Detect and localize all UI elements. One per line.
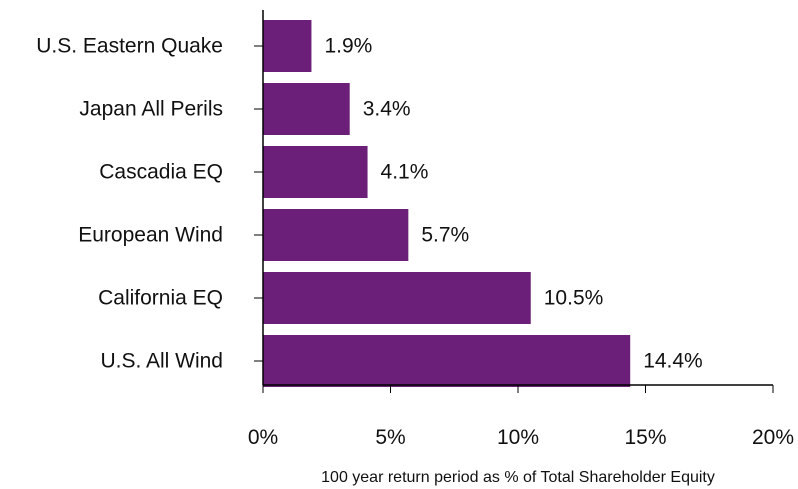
value-label: 14.4% xyxy=(643,350,703,373)
bar xyxy=(263,272,531,324)
bar xyxy=(263,83,350,135)
bar xyxy=(263,20,312,72)
y-tick-marks-group xyxy=(254,45,263,362)
value-label: 10.5% xyxy=(544,287,604,310)
category-label: California EQ xyxy=(98,287,223,310)
x-tick-label: 10% xyxy=(497,426,539,449)
bar xyxy=(263,146,368,198)
x-tick-label: 20% xyxy=(752,426,794,449)
bars-group xyxy=(263,20,631,387)
x-axis-label: 100 year return period as % of Total Sha… xyxy=(321,469,715,486)
x-tick-label: 15% xyxy=(624,426,666,449)
category-labels-group: U.S. Eastern Quake Japan All Perils Cascad… xyxy=(36,35,223,373)
category-label: Cascadia EQ xyxy=(99,161,223,184)
category-label: U.S. All Wind xyxy=(100,350,223,373)
x-ticks-group: 0% 5% 10% 15% 20% xyxy=(248,385,794,449)
x-tick-label: 5% xyxy=(375,426,405,449)
category-label: U.S. Eastern Quake xyxy=(36,35,223,58)
category-label: European Wind xyxy=(78,224,223,247)
value-label: 1.9% xyxy=(324,35,372,58)
category-label: Japan All Perils xyxy=(79,98,223,121)
bar xyxy=(263,335,631,387)
value-label: 5.7% xyxy=(421,224,469,247)
bar xyxy=(263,209,409,261)
value-labels-group: 1.9% 3.4% 4.1% 5.7% 10.5% 14.4% xyxy=(324,35,702,373)
value-label: 4.1% xyxy=(381,161,429,184)
value-label: 3.4% xyxy=(363,98,411,121)
x-tick-label: 0% xyxy=(248,426,278,449)
